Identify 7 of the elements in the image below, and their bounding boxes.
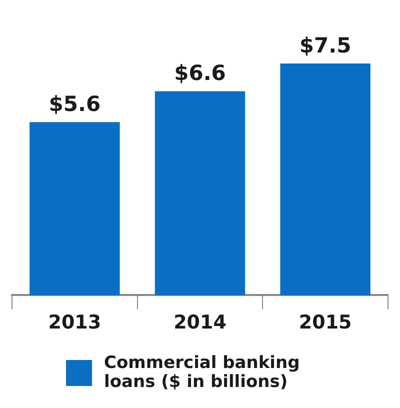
data-label: $7.5	[299, 33, 352, 58]
data-label: $6.6	[174, 61, 226, 86]
x-tick-label: 2013	[48, 312, 102, 334]
legend-label: Commercial banking loans ($ in billions)	[104, 353, 301, 392]
x-tick-label: 2015	[298, 312, 352, 334]
x-tick-label: 2014	[174, 312, 226, 334]
data-label: $5.6	[48, 92, 101, 116]
